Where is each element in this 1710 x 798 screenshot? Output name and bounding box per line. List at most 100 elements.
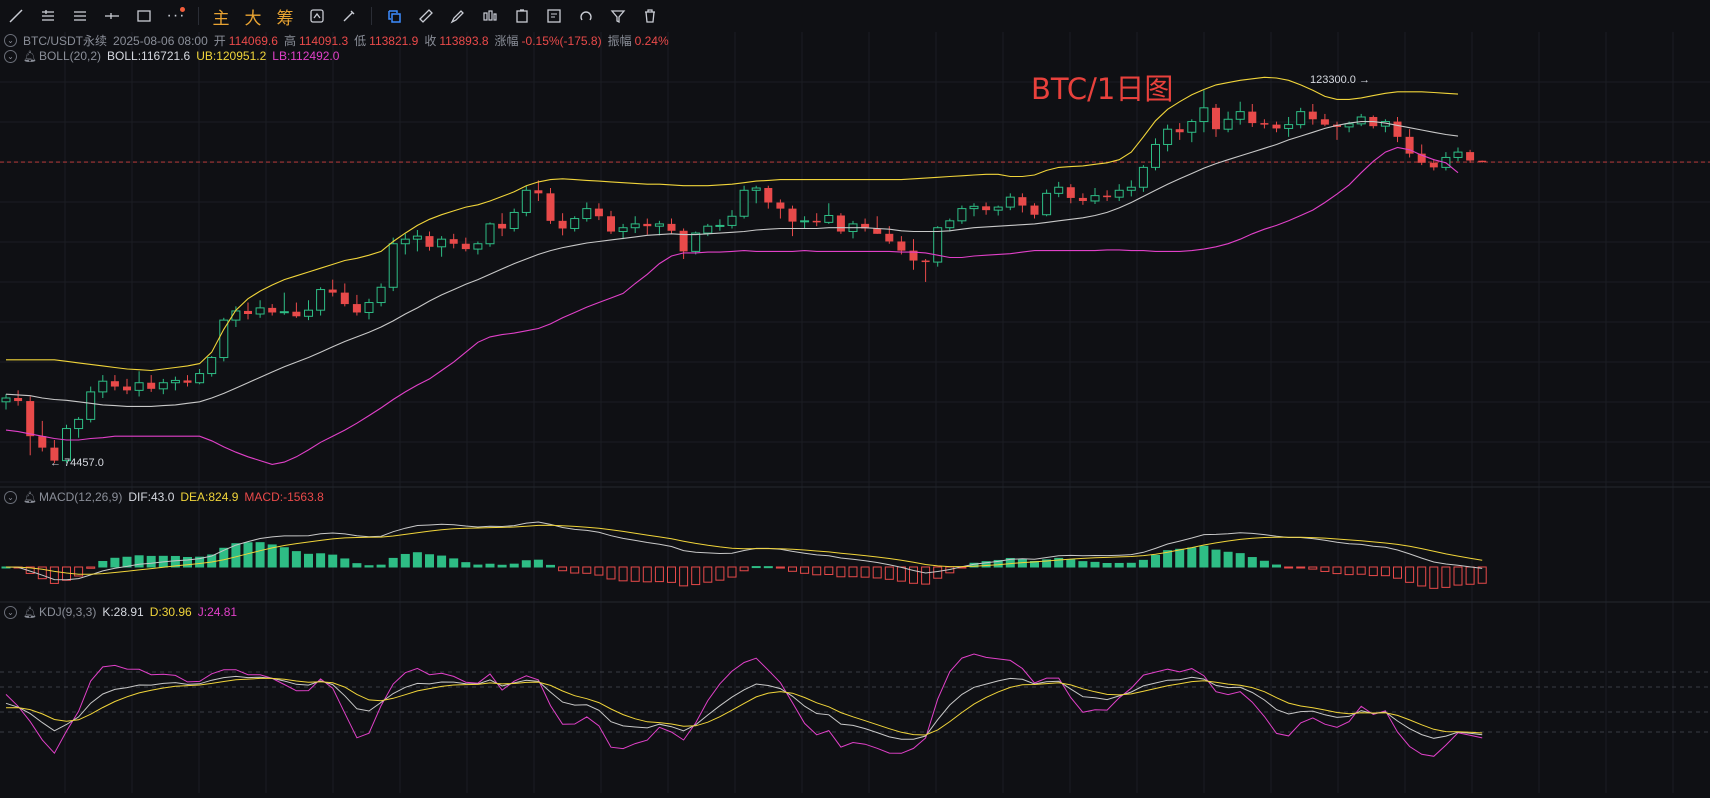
macd-bar <box>630 566 640 582</box>
collapse-icon[interactable]: ⌄ <box>4 34 17 47</box>
macd-bar <box>1284 566 1294 569</box>
candle-body <box>788 208 797 222</box>
macd-bar <box>1259 560 1269 568</box>
ruler-icon[interactable] <box>410 0 442 32</box>
kdj-k-line <box>5 675 1483 740</box>
candle-body <box>1030 205 1039 215</box>
low-label: 低 <box>354 34 367 48</box>
macd-bar <box>1102 563 1112 568</box>
collapse-icon[interactable]: ⌄ <box>4 605 17 619</box>
candle-body <box>521 189 531 213</box>
bell-icon[interactable]: 🔔︎ <box>23 491 37 504</box>
kdj-info-row: ⌄ 🔔︎ KDJ(9,3,3) K:28.91 D:30.96 J:24.81 <box>4 605 237 619</box>
candle-body <box>1223 118 1233 130</box>
parallel-channel-icon[interactable] <box>64 0 96 32</box>
kdj-k-value: K:28.91 <box>102 605 144 619</box>
big-order-button[interactable]: 大 <box>244 8 262 29</box>
clipboard-icon[interactable] <box>506 0 538 32</box>
candle-body <box>316 289 326 311</box>
drawing-toolbar: ··· 主 大 筹 <box>0 0 1710 32</box>
trash-icon[interactable] <box>634 0 666 32</box>
horizontal-ray-icon[interactable] <box>96 0 128 32</box>
more-tools-icon[interactable]: ··· <box>166 7 186 24</box>
candle-body <box>800 220 810 223</box>
macd-bar <box>667 566 676 583</box>
open-value: 114069.6 <box>228 33 278 48</box>
candle-body <box>110 381 119 387</box>
candle-body <box>183 380 192 383</box>
magnet-icon[interactable] <box>570 0 602 32</box>
candle-type-icon[interactable] <box>474 0 506 32</box>
boll-mid-value: BOLL:116721.6 <box>107 49 191 63</box>
macd-bar <box>1453 566 1463 586</box>
line-tool-icon[interactable] <box>0 0 32 32</box>
macd-bar <box>98 560 108 568</box>
macd-bar <box>195 556 205 568</box>
candle-body <box>969 205 979 210</box>
candle-body <box>1042 192 1052 216</box>
pen-icon[interactable] <box>442 0 474 32</box>
macd-bar <box>279 547 289 568</box>
macd-bar <box>582 566 592 574</box>
macd-panel <box>1 521 1487 589</box>
candle-body <box>1187 121 1197 133</box>
macd-dea-line <box>5 524 1483 575</box>
macd-bar <box>376 564 386 568</box>
candle-body <box>739 189 749 217</box>
candle-body <box>618 227 628 233</box>
collapse-icon[interactable]: ⌄ <box>4 49 17 63</box>
candle-body <box>364 302 374 313</box>
macd-bar <box>1247 557 1257 568</box>
candle-body <box>1478 160 1487 163</box>
bell-icon[interactable]: 🔔︎ <box>23 606 37 619</box>
candle-body <box>534 190 543 194</box>
candle-body <box>498 223 507 229</box>
candle-body <box>400 238 410 245</box>
candle-body <box>1248 111 1257 124</box>
rectangle-icon[interactable] <box>128 0 160 32</box>
macd-bar <box>775 566 785 569</box>
macd-bar <box>715 566 725 581</box>
candle-body <box>38 436 47 448</box>
macd-bar <box>909 566 918 584</box>
macd-bar <box>110 557 120 568</box>
macd-bar <box>1126 562 1136 568</box>
filter-icon[interactable] <box>602 0 634 32</box>
macd-bar <box>1344 566 1354 576</box>
macd-bar <box>824 566 834 575</box>
macd-bar <box>473 564 483 568</box>
macd-bar <box>788 566 797 572</box>
candle-body <box>1284 124 1294 129</box>
macd-bar <box>1211 549 1221 568</box>
compare-icon[interactable] <box>301 0 333 32</box>
open-label: 开 <box>213 34 226 48</box>
candle-body <box>1296 111 1306 126</box>
macd-bar <box>328 554 338 568</box>
candle-body <box>691 232 701 252</box>
macd-bar <box>122 556 132 568</box>
chart-area[interactable]: ⌄ BTC/USDT永续 2025-08-06 08:00 开 114069.6 … <box>0 32 1710 793</box>
bell-icon[interactable]: 🔔︎ <box>23 50 37 63</box>
chip-distribution-button[interactable]: 筹 <box>276 8 294 29</box>
macd-bar <box>751 566 761 569</box>
candle-body <box>1005 196 1015 208</box>
candle-body <box>74 418 84 430</box>
candle-body <box>279 311 289 314</box>
collapse-icon[interactable]: ⌄ <box>4 490 17 504</box>
boll-lb-value: LB:112492.0 <box>272 49 340 63</box>
candle-body <box>1054 186 1064 194</box>
main-indicator-button[interactable]: 主 <box>212 8 230 29</box>
macd-bar <box>872 566 882 579</box>
macd-bar <box>340 558 350 568</box>
crosshair-select-icon[interactable] <box>378 0 410 32</box>
macd-bar <box>1368 566 1378 577</box>
horizontal-lines-icon[interactable] <box>32 0 64 32</box>
brush-icon[interactable] <box>333 0 365 32</box>
kline-chart[interactable] <box>0 32 1710 793</box>
candle-body <box>62 428 71 462</box>
macd-bar <box>219 547 229 568</box>
notes-icon[interactable] <box>538 0 570 32</box>
candle-body <box>1175 129 1184 133</box>
macd-bar <box>1405 566 1415 583</box>
amplitude-value: 0.24% <box>634 33 669 48</box>
